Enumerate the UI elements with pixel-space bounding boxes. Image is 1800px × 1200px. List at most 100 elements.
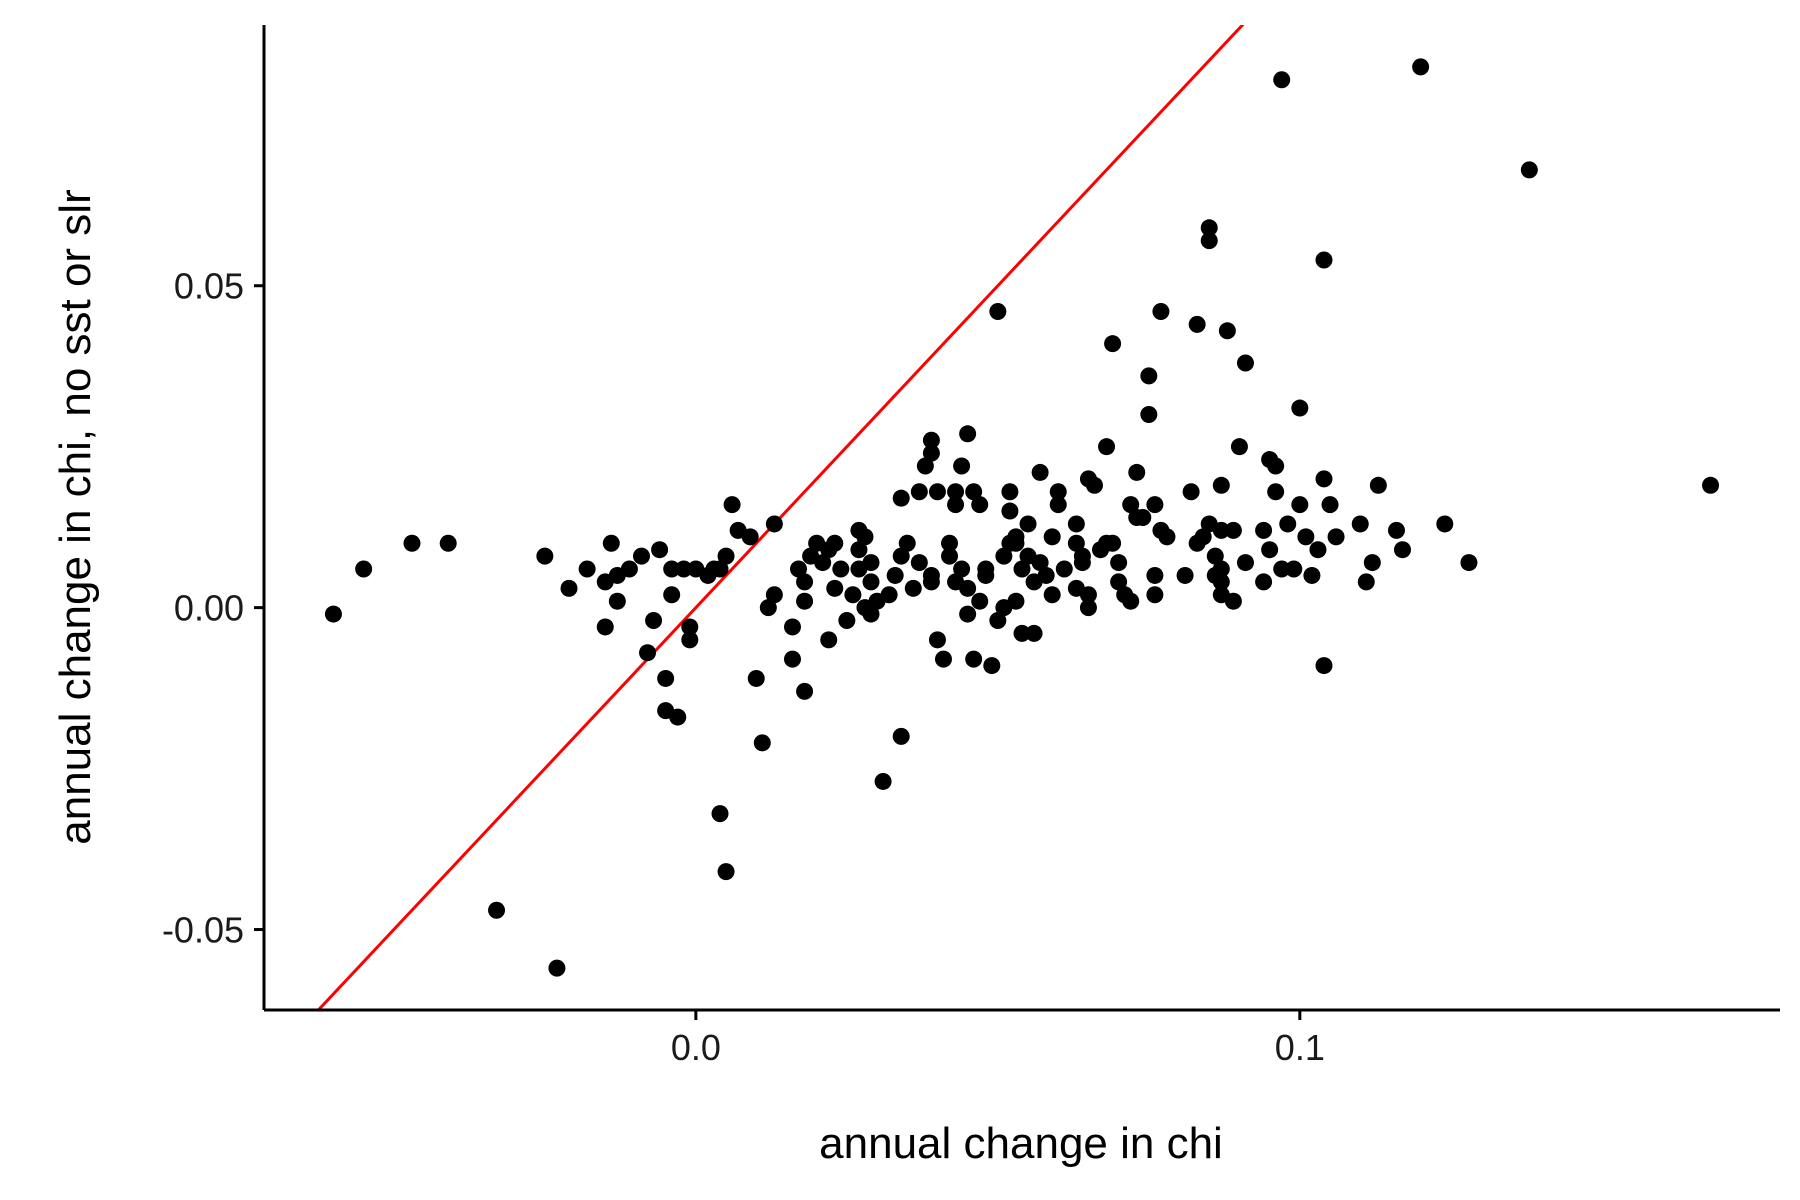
- data-point-130: [1073, 547, 1091, 565]
- data-point-155: [1158, 528, 1176, 546]
- x-axis-title: annual change in chi: [819, 1119, 1223, 1168]
- data-point-1: [355, 560, 373, 578]
- data-point-32: [717, 863, 735, 881]
- identity-reference-line-layer: [316, 25, 1245, 1010]
- data-point-14: [620, 560, 638, 578]
- data-point-103: [989, 302, 1007, 320]
- data-point-41: [765, 586, 783, 604]
- x-tick-label: 0.0: [671, 1027, 721, 1068]
- data-point-23: [669, 708, 687, 726]
- data-point-86: [941, 534, 959, 552]
- data-point-131: [1079, 599, 1097, 617]
- data-point-140: [1110, 573, 1128, 591]
- data-point-51: [820, 631, 838, 649]
- data-point-71: [892, 489, 910, 507]
- data-point-118: [1031, 554, 1049, 572]
- data-point-6: [548, 959, 566, 977]
- data-point-185: [1279, 515, 1297, 533]
- data-point-181: [1267, 483, 1285, 501]
- data-point-119: [1031, 463, 1049, 481]
- data-point-64: [862, 573, 880, 591]
- data-point-163: [1200, 219, 1218, 237]
- data-point-154: [1152, 302, 1170, 320]
- data-point-109: [1007, 592, 1025, 610]
- data-point-88: [947, 496, 965, 514]
- data-point-46: [796, 592, 814, 610]
- data-point-70: [892, 547, 910, 565]
- data-point-105: [995, 547, 1013, 565]
- data-point-44: [790, 560, 808, 578]
- data-point-85: [941, 547, 959, 565]
- data-point-25: [681, 618, 699, 636]
- data-point-186: [1285, 560, 1303, 578]
- data-point-197: [1351, 515, 1369, 533]
- data-point-123: [1049, 496, 1067, 514]
- data-point-75: [910, 554, 928, 572]
- data-point-193: [1315, 251, 1333, 269]
- data-point-168: [1212, 560, 1230, 578]
- data-point-113: [1013, 624, 1031, 642]
- data-point-62: [856, 528, 874, 546]
- data-point-127: [1067, 534, 1085, 552]
- data-point-10: [596, 618, 614, 636]
- data-point-146: [1128, 463, 1146, 481]
- data-point-207: [1702, 476, 1720, 494]
- data-point-194: [1315, 657, 1333, 675]
- data-point-137: [1098, 438, 1116, 456]
- data-point-196: [1327, 528, 1345, 546]
- data-point-178: [1255, 521, 1273, 539]
- data-point-192: [1315, 470, 1333, 488]
- x-tick-label: 0.1: [1275, 1027, 1325, 1068]
- data-point-67: [874, 772, 892, 790]
- data-point-175: [1236, 554, 1254, 572]
- data-point-69: [886, 566, 904, 584]
- data-point-108: [1001, 483, 1019, 501]
- data-point-182: [1267, 457, 1285, 475]
- data-point-132: [1079, 586, 1097, 604]
- data-point-189: [1297, 528, 1315, 546]
- data-point-96: [965, 650, 983, 668]
- data-point-73: [898, 534, 916, 552]
- data-point-160: [1194, 528, 1212, 546]
- data-point-13: [608, 592, 626, 610]
- data-point-37: [747, 669, 765, 687]
- data-point-188: [1291, 496, 1309, 514]
- data-point-74: [904, 579, 922, 597]
- data-point-39: [759, 599, 777, 617]
- data-point-2: [403, 534, 421, 552]
- data-point-56: [838, 612, 856, 630]
- data-point-199: [1363, 554, 1381, 572]
- data-point-89: [947, 483, 965, 501]
- data-point-59: [850, 541, 868, 559]
- data-point-143: [1122, 592, 1140, 610]
- data-point-195: [1321, 496, 1339, 514]
- y-tick-label: 0.00: [174, 588, 244, 629]
- data-point-152: [1146, 496, 1164, 514]
- data-point-65: [862, 554, 880, 572]
- data-point-183: [1273, 560, 1291, 578]
- data-point-138: [1104, 335, 1122, 353]
- data-point-7: [560, 579, 578, 597]
- identity-reference-line: [316, 25, 1245, 1010]
- data-point-4: [488, 901, 506, 919]
- data-point-94: [959, 605, 977, 623]
- data-point-82: [928, 631, 946, 649]
- data-point-102: [989, 612, 1007, 630]
- data-point-50: [814, 554, 832, 572]
- data-point-100: [977, 560, 995, 578]
- y-tick-label: 0.05: [174, 266, 244, 307]
- data-point-176: [1236, 354, 1254, 372]
- data-point-22: [663, 560, 681, 578]
- data-point-165: [1206, 547, 1224, 565]
- data-point-38: [753, 734, 771, 752]
- data-point-151: [1146, 566, 1164, 584]
- data-point-24: [675, 560, 693, 578]
- data-point-72: [892, 727, 910, 745]
- data-point-112: [1013, 560, 1031, 578]
- data-point-107: [1001, 502, 1019, 520]
- data-point-159: [1188, 315, 1206, 333]
- data-point-184: [1273, 71, 1291, 89]
- data-point-77: [916, 457, 934, 475]
- data-point-144: [1122, 496, 1140, 514]
- data-point-3: [439, 534, 457, 552]
